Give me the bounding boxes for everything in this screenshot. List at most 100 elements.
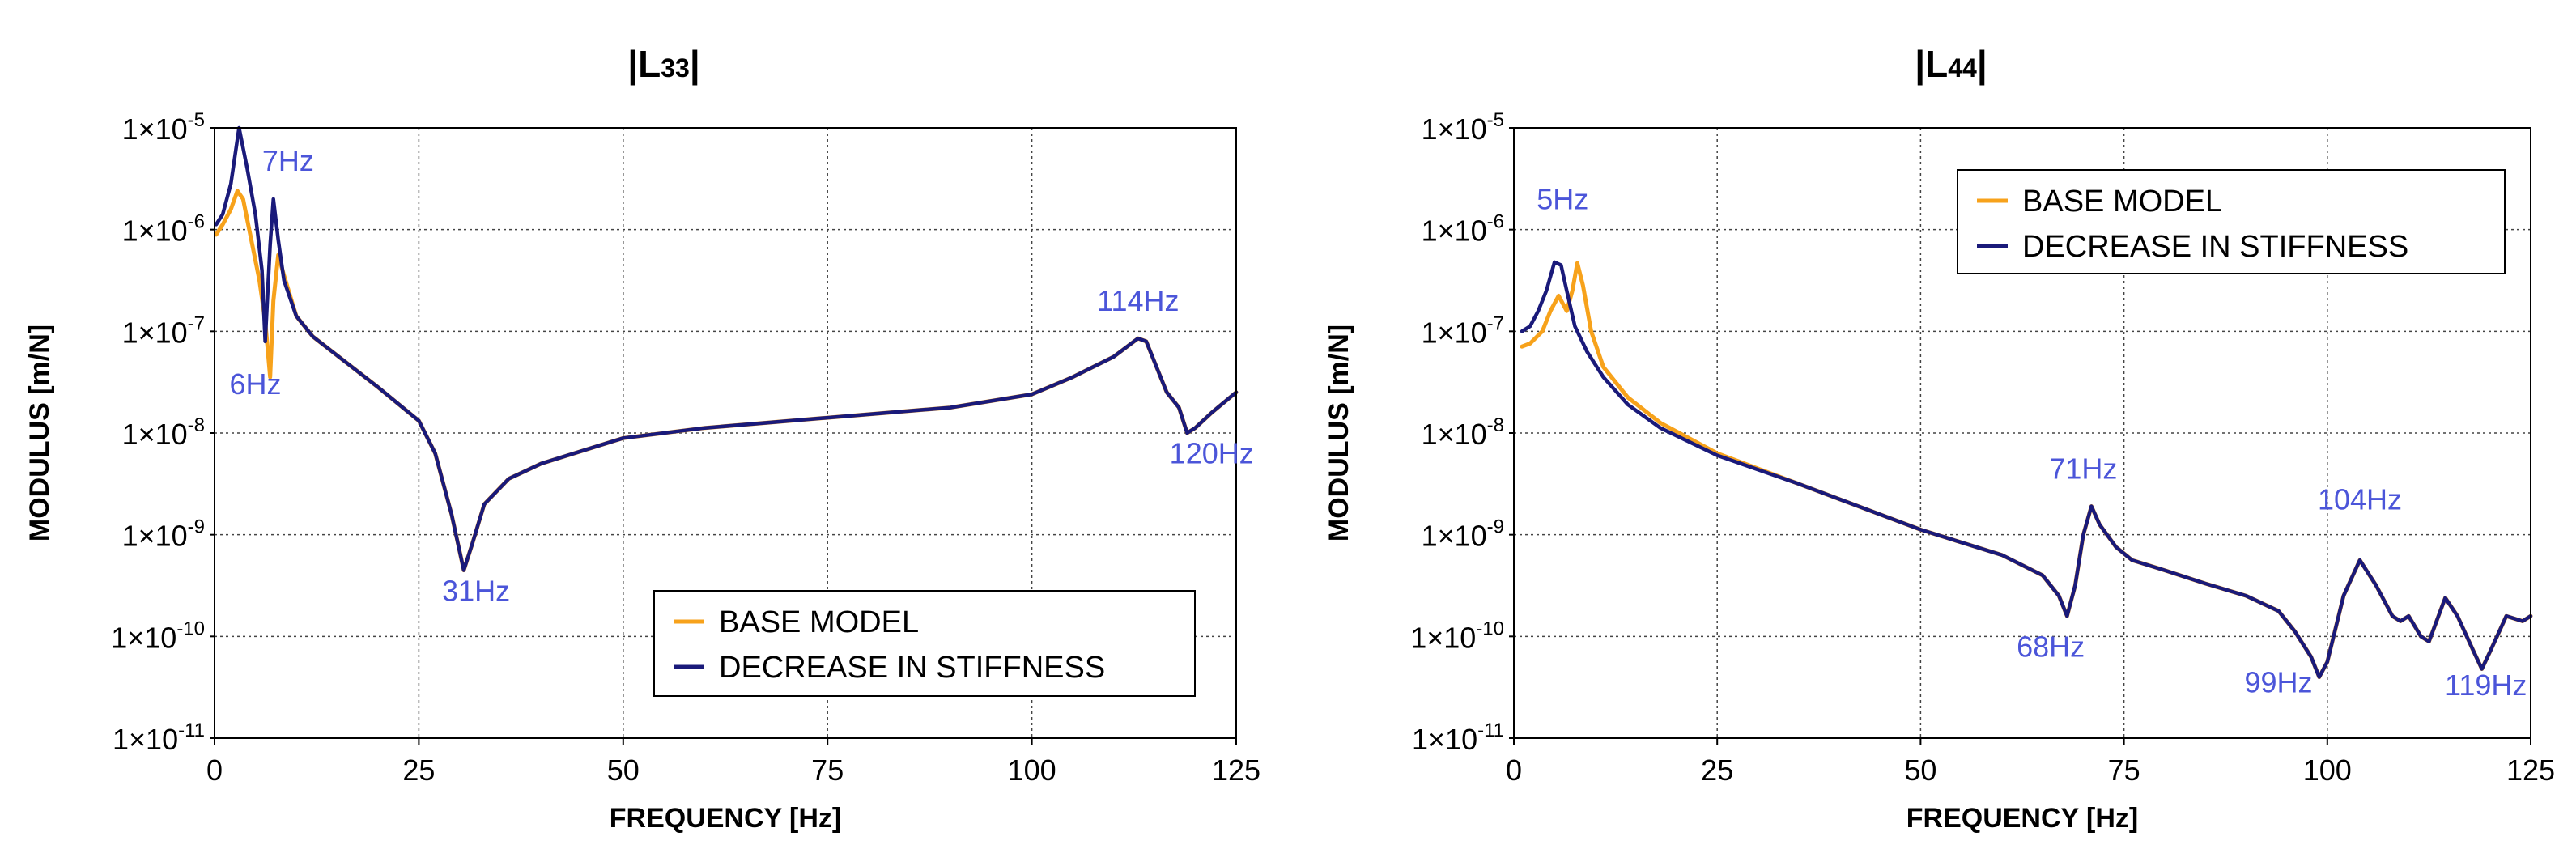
y-tick-exponent: -6 <box>188 211 205 233</box>
y-tick-base: 1×10 <box>1422 418 1487 451</box>
y-tick-labels: 1×10-51×10-61×10-71×10-81×10-91×10-101×1… <box>111 109 215 756</box>
y-tick-base: 1×10 <box>1422 316 1487 349</box>
title-main: L <box>1925 43 1948 85</box>
x-tick-label: 25 <box>402 754 435 787</box>
x-tick-label: 50 <box>607 754 640 787</box>
grid-lines <box>215 128 1236 738</box>
y-tick-base: 1×10 <box>122 112 188 146</box>
y-tick-exponent: -10 <box>176 618 205 639</box>
y-tick-base: 1×10 <box>111 621 176 654</box>
x-tick-label: 75 <box>811 754 844 787</box>
title-bar-right: | <box>1977 43 1987 85</box>
y-tick-base: 1×10 <box>122 520 188 553</box>
peak-annotation: 31Hz <box>442 574 510 607</box>
y-tick-base: 1×10 <box>1422 112 1487 146</box>
x-tick-label: 125 <box>2506 754 2555 787</box>
title-subscript: 44 <box>1948 53 1977 83</box>
y-tick-label: 1×10-11 <box>1412 720 1504 756</box>
y-tick-label: 1×10-10 <box>111 618 205 654</box>
y-tick-label: 1×10-6 <box>1422 211 1504 248</box>
title-bar-left: | <box>627 43 638 85</box>
y-tick-exponent: -10 <box>1476 618 1504 639</box>
y-tick-base: 1×10 <box>122 316 188 349</box>
y-tick-exponent: -7 <box>1487 312 1504 334</box>
y-tick-label: 1×10-5 <box>122 109 205 146</box>
title-bar-left: | <box>1915 43 1925 85</box>
y-tick-labels: 1×10-51×10-61×10-71×10-81×10-91×10-101×1… <box>1410 109 1514 756</box>
peak-annotation: 114Hz <box>1097 284 1179 317</box>
y-tick-base: 1×10 <box>1410 621 1476 654</box>
peak-annotation: 6Hz <box>229 367 281 401</box>
title-main: L <box>638 43 661 85</box>
y-axis-label: MODULUS [m/N] <box>24 325 55 541</box>
peak-annotation: 71Hz <box>2049 452 2117 486</box>
legend-label-base-model: BASE MODEL <box>2022 185 2222 219</box>
x-tick-label: 0 <box>1506 754 1522 787</box>
x-tick-label: 125 <box>1212 754 1260 787</box>
chart-l33: |L33| 1×10-51×10-61×10-71×10-81×10-91×10… <box>24 43 1260 834</box>
legend-label-decrease-in-stiffness: DECREASE IN STIFFNESS <box>719 651 1105 685</box>
peak-annotation: 7Hz <box>262 144 314 177</box>
chart-l44: |L44| 1×10-51×10-61×10-71×10-81×10-91×10… <box>1324 43 2555 834</box>
legend-box <box>653 590 1196 697</box>
x-axis-label: FREQUENCY [Hz] <box>610 803 842 834</box>
legend-label-base-model: BASE MODEL <box>719 605 919 639</box>
y-tick-base: 1×10 <box>122 418 188 451</box>
y-tick-exponent: -8 <box>188 414 205 436</box>
legend: BASE MODEL DECREASE IN STIFFNESS <box>1957 169 2506 274</box>
peak-annotation: 99Hz <box>2244 665 2312 698</box>
y-tick-exponent: -9 <box>1487 516 1504 538</box>
x-axis-label: FREQUENCY [Hz] <box>1906 803 2139 834</box>
y-tick-label: 1×10-5 <box>1422 109 1504 146</box>
y-tick-label: 1×10-7 <box>122 312 205 349</box>
x-tick-label: 100 <box>2303 754 2352 787</box>
x-tick-label: 25 <box>1701 754 1733 787</box>
y-tick-base: 1×10 <box>122 214 188 248</box>
y-tick-label: 1×10-8 <box>122 414 205 451</box>
y-tick-exponent: -11 <box>178 720 205 741</box>
y-tick-exponent: -9 <box>188 516 205 538</box>
series-line-decrease-in-stiffness <box>1520 260 2533 679</box>
x-tick-labels: 0 25 50 75 100 125 <box>1506 738 2555 787</box>
annotations: 7Hz 6Hz 31Hz 114Hz 120Hz <box>229 144 1253 608</box>
x-tick-label: 0 <box>206 754 223 787</box>
y-tick-base: 1×10 <box>1422 520 1487 553</box>
annotations: 5Hz 71Hz 68Hz 104Hz 99Hz 119Hz <box>1537 183 2527 703</box>
y-tick-label: 1×10-7 <box>1422 312 1504 349</box>
chart-title: |L44| <box>1915 43 1987 85</box>
x-tick-labels: 0 25 50 75 100 125 <box>206 738 1260 787</box>
title-subscript: 33 <box>661 53 690 83</box>
y-tick-exponent: -6 <box>1487 211 1504 233</box>
y-tick-label: 1×10-9 <box>1422 516 1504 553</box>
legend-label-decrease-in-stiffness: DECREASE IN STIFFNESS <box>2022 230 2408 264</box>
series-line-decrease-in-stiffness <box>214 125 1239 572</box>
chart-title: |L33| <box>627 43 699 85</box>
plot-frame <box>214 127 1237 739</box>
y-tick-exponent: -5 <box>1487 109 1504 131</box>
y-axis-label: MODULUS [m/N] <box>1324 325 1354 541</box>
peak-annotation: 104Hz <box>2318 482 2402 516</box>
peak-annotation: 5Hz <box>1537 183 1588 216</box>
y-tick-label: 1×10-8 <box>1422 414 1504 451</box>
x-tick-label: 75 <box>2108 754 2140 787</box>
title-bar-right: | <box>690 43 700 85</box>
y-tick-exponent: -7 <box>188 312 205 334</box>
x-tick-label: 50 <box>1904 754 1936 787</box>
x-tick-label: 100 <box>1008 754 1056 787</box>
y-tick-exponent: -11 <box>1477 720 1504 741</box>
legend: BASE MODEL DECREASE IN STIFFNESS <box>653 590 1196 697</box>
y-tick-base: 1×10 <box>1412 723 1477 756</box>
y-tick-label: 1×10-10 <box>1410 618 1504 654</box>
peak-annotation: 120Hz <box>1170 437 1254 470</box>
y-tick-label: 1×10-6 <box>122 211 205 248</box>
y-tick-exponent: -5 <box>188 109 205 131</box>
legend-box <box>1957 169 2506 274</box>
y-tick-base: 1×10 <box>113 723 178 756</box>
y-tick-exponent: -8 <box>1487 414 1504 436</box>
series-lines <box>214 125 1239 573</box>
y-tick-label: 1×10-9 <box>122 516 205 553</box>
peak-annotation: 68Hz <box>2017 630 2085 663</box>
series-lines <box>1520 260 2533 680</box>
peak-annotation: 119Hz <box>2445 669 2527 702</box>
